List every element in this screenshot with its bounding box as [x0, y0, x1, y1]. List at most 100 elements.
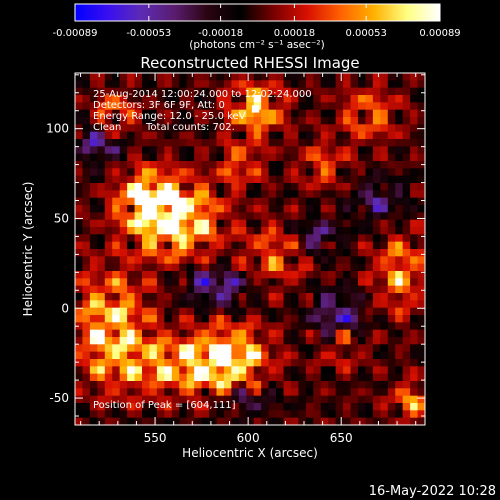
- heatmap-cell: [186, 381, 195, 389]
- heatmap-cell: [410, 271, 418, 279]
- heatmap-cell: [127, 300, 135, 309]
- heatmap-cell: [171, 131, 180, 140]
- heatmap-cell: [253, 95, 262, 103]
- heatmap-cell: [82, 102, 91, 111]
- heatmap-cell: [156, 153, 165, 162]
- heatmap-cell: [209, 388, 217, 397]
- heatmap-cell: [343, 381, 351, 389]
- heatmap-cell: [298, 80, 307, 89]
- heatmap-cell: [156, 109, 165, 118]
- heatmap-cell: [350, 212, 359, 221]
- heatmap-cell: [328, 175, 337, 184]
- heatmap-cell: [149, 366, 158, 375]
- heatmap-cell: [283, 388, 292, 397]
- heatmap-cell: [328, 322, 337, 331]
- heatmap-cell: [223, 241, 232, 250]
- heatmap-cell: [216, 102, 225, 111]
- heatmap-cell: [119, 146, 128, 155]
- heatmap-cell: [149, 102, 158, 111]
- heatmap-cell: [186, 278, 195, 287]
- heatmap-cell: [387, 388, 396, 397]
- heatmap-cell: [328, 124, 337, 133]
- heatmap-cell: [253, 161, 262, 169]
- heatmap-cell: [216, 344, 225, 353]
- heatmap-cell: [104, 315, 113, 323]
- heatmap-cell: [350, 351, 359, 360]
- heatmap-cell: [209, 124, 217, 133]
- heatmap-cell: [104, 73, 113, 81]
- heatmap-cell: [156, 234, 165, 243]
- heatmap-cell: [305, 249, 314, 257]
- heatmap-cell: [75, 190, 83, 199]
- heatmap-cell: [357, 359, 366, 367]
- heatmap-cell: [298, 241, 307, 250]
- heatmap-cell: [216, 241, 225, 250]
- heatmap-cell: [201, 249, 210, 257]
- heatmap-cell: [186, 373, 195, 382]
- heatmap-cell: [104, 102, 113, 111]
- heatmap-cell: [365, 197, 374, 206]
- heatmap-cell: [112, 300, 121, 309]
- heatmap-cell: [171, 410, 180, 419]
- heatmap-cell: [365, 131, 374, 140]
- heatmap-cell: [357, 285, 366, 294]
- heatmap-cell: [246, 153, 255, 162]
- heatmap-cell: [201, 102, 210, 111]
- heatmap-cell: [343, 366, 351, 375]
- heatmap-cell: [75, 139, 83, 147]
- plot-frame: [74, 72, 426, 426]
- heatmap-cell: [246, 285, 255, 294]
- heatmap-cell: [268, 337, 277, 345]
- heatmap-cell: [201, 381, 210, 389]
- heatmap-cell: [134, 234, 143, 243]
- heatmap-cell: [82, 153, 91, 162]
- heatmap-cell: [209, 315, 217, 323]
- heatmap-cell: [298, 227, 307, 235]
- heatmap-cell: [201, 153, 210, 162]
- heatmap-cell: [395, 285, 404, 294]
- heatmap-cell: [209, 87, 217, 96]
- heatmap-cell: [171, 183, 180, 191]
- heatmap-cell: [97, 293, 106, 301]
- colorbar: -0.00089 -0.00053 -0.00018 0.00018 0.00053 0.…: [53, 3, 461, 51]
- heatmap-cell: [417, 87, 425, 96]
- heatmap-cell: [89, 403, 98, 411]
- heatmap-cell: [223, 139, 232, 147]
- heatmap-cell: [320, 234, 329, 243]
- heatmap-cell: [328, 337, 337, 345]
- heatmap-cell: [387, 73, 396, 81]
- heatmap-cell: [313, 234, 322, 243]
- heatmap-cell: [127, 87, 135, 96]
- heatmap-cell: [328, 373, 337, 382]
- heatmap-cell: [402, 359, 411, 367]
- heatmap-cell: [357, 109, 366, 118]
- heatmap-cell: [372, 403, 381, 411]
- heatmap-cell: [82, 117, 91, 125]
- heatmap-cell: [209, 219, 217, 228]
- heatmap-cell: [201, 117, 210, 125]
- heatmap-cell: [89, 307, 98, 316]
- heatmap-cell: [350, 124, 359, 133]
- heatmap-cell: [410, 366, 418, 375]
- heatmap-cell: [305, 124, 314, 133]
- heatmap-cell: [343, 337, 351, 345]
- heatmap-cell: [380, 337, 389, 345]
- heatmap-cell: [89, 175, 98, 184]
- heatmap-cell: [335, 241, 344, 250]
- heatmap-cell: [298, 410, 307, 419]
- heatmap-cell: [410, 403, 418, 411]
- heatmap-cell: [261, 183, 270, 191]
- colorbar-tick-label: -0.00089: [53, 28, 98, 39]
- heatmap-cell: [223, 381, 232, 389]
- heatmap-cell: [149, 293, 158, 301]
- heatmap-cell: [261, 351, 270, 360]
- heatmap-cell: [231, 315, 240, 323]
- heatmap-cell: [246, 322, 255, 331]
- heatmap-cell: [387, 329, 396, 338]
- heatmap-cell: [134, 329, 143, 338]
- heatmap-cell: [75, 73, 83, 81]
- heatmap-cell: [216, 73, 225, 81]
- heatmap-cell: [156, 87, 165, 96]
- heatmap-cell: [201, 395, 210, 404]
- heatmap-cell: [320, 117, 329, 125]
